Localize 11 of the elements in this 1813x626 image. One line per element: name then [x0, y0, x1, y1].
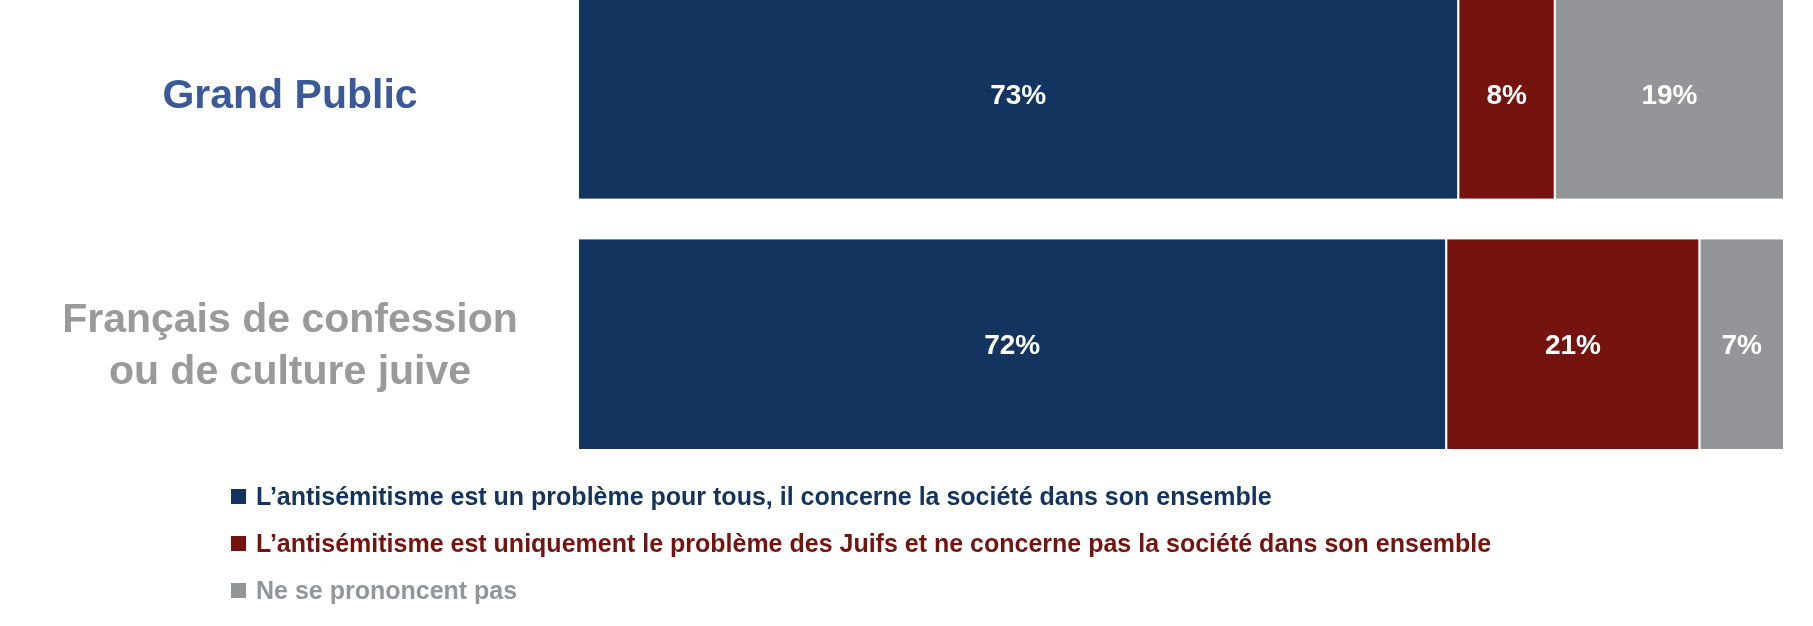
legend-label: Ne se prononcent pas	[256, 576, 518, 604]
series-label: L’antisémitisme est un problème pour tous, il concerne la société dans son ensemble	[256, 482, 1272, 510]
data-label: 7%	[1721, 329, 1763, 361]
data-label: 8%	[1486, 78, 1527, 110]
data-label: 21%	[1544, 329, 1602, 361]
data-label: 72%	[984, 329, 1041, 361]
legend-label: L’antisémitisme est uniquement le problème des Juifs et ne concerne pas la société dans son ensemble	[256, 529, 1492, 557]
y-tick-label: Français de confession ou de culture juive	[62, 295, 518, 394]
data-label: 73%	[990, 78, 1047, 110]
y-tick-label: Grand Public	[162, 70, 418, 117]
data-label: 19%	[1641, 78, 1698, 110]
